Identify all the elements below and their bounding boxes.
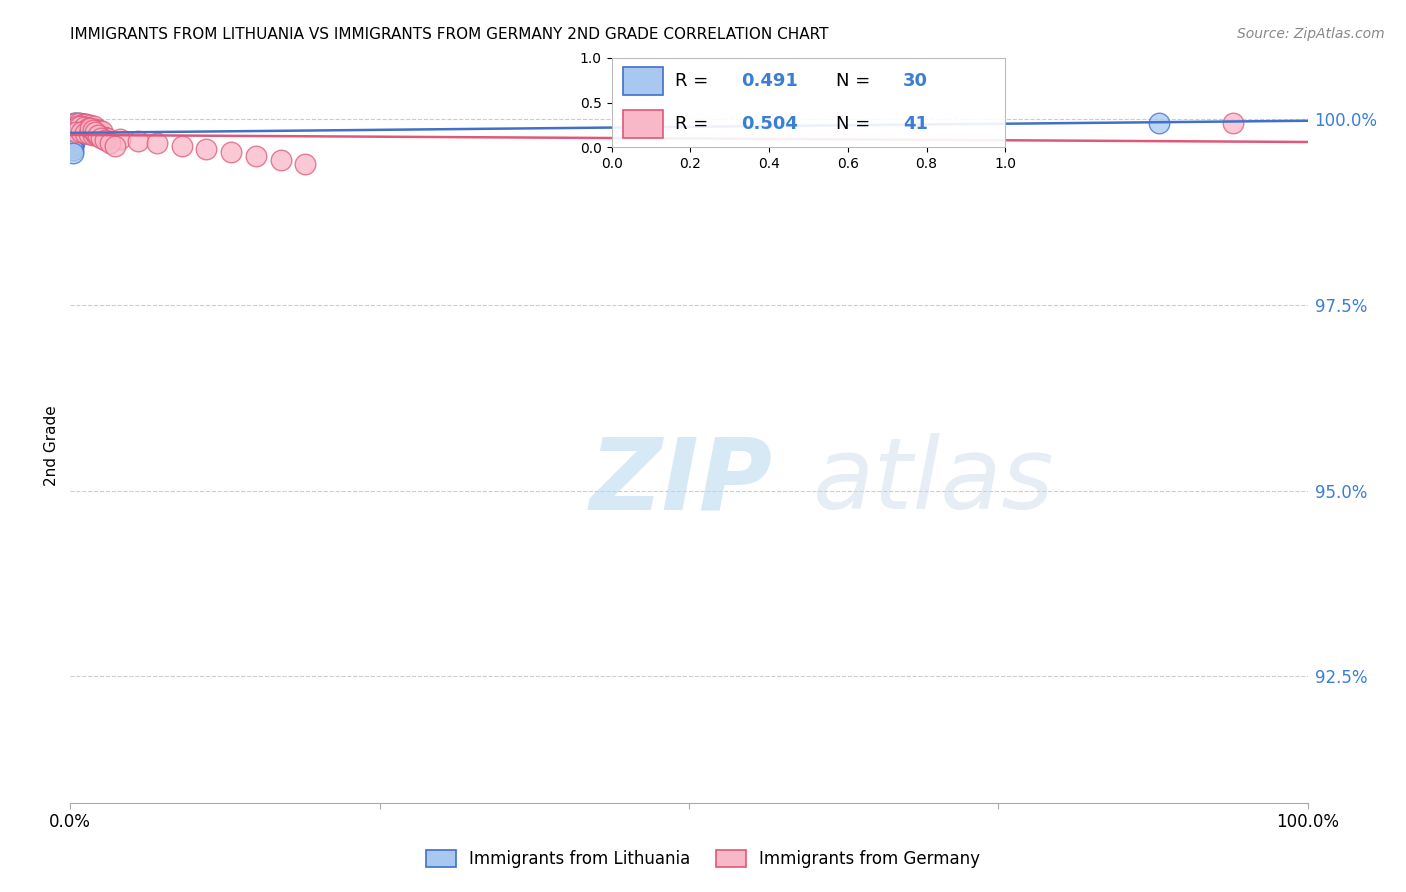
Point — [62, 146, 84, 161]
Point — [63, 115, 86, 129]
Point — [89, 128, 111, 143]
Point — [66, 122, 89, 136]
Point — [62, 133, 84, 147]
Point — [294, 156, 316, 170]
Point — [84, 125, 107, 139]
Point — [65, 119, 87, 133]
Point — [66, 120, 89, 134]
Point — [63, 126, 86, 140]
Y-axis label: 2nd Grade: 2nd Grade — [44, 406, 59, 486]
Point — [1147, 115, 1170, 129]
Point — [63, 128, 86, 143]
Point — [104, 139, 127, 153]
Point — [62, 127, 84, 141]
Legend: Immigrants from Lithuania, Immigrants from Germany: Immigrants from Lithuania, Immigrants fr… — [419, 843, 987, 875]
Text: N =: N = — [837, 72, 876, 90]
Point — [270, 153, 292, 167]
Bar — [623, 67, 662, 95]
Point — [127, 134, 149, 148]
Point — [75, 117, 97, 131]
Point — [65, 120, 87, 135]
Point — [63, 136, 86, 150]
Point — [73, 120, 96, 134]
Point — [83, 119, 105, 133]
Point — [84, 128, 107, 143]
Point — [195, 142, 218, 156]
Text: ZIP: ZIP — [591, 434, 773, 530]
Point — [75, 126, 97, 140]
Point — [72, 117, 94, 131]
Text: IMMIGRANTS FROM LITHUANIA VS IMMIGRANTS FROM GERMANY 2ND GRADE CORRELATION CHART: IMMIGRANTS FROM LITHUANIA VS IMMIGRANTS … — [70, 27, 828, 42]
Point — [65, 115, 87, 129]
Text: atlas: atlas — [813, 434, 1054, 530]
Point — [69, 117, 91, 131]
Text: 0.504: 0.504 — [741, 115, 799, 133]
Point — [94, 133, 117, 147]
Point — [62, 134, 84, 148]
Text: 41: 41 — [903, 115, 928, 133]
Point — [219, 145, 242, 160]
Bar — [623, 110, 662, 138]
Text: 30: 30 — [903, 72, 928, 90]
Point — [79, 118, 101, 132]
Text: R =: R = — [675, 115, 714, 133]
Point — [72, 117, 94, 131]
Text: Source: ZipAtlas.com: Source: ZipAtlas.com — [1237, 27, 1385, 41]
Point — [80, 121, 103, 136]
Point — [65, 115, 87, 129]
Point — [79, 120, 101, 135]
Text: N =: N = — [837, 115, 876, 133]
Text: 0.491: 0.491 — [741, 72, 799, 90]
Point — [65, 125, 87, 139]
Point — [77, 127, 100, 141]
Point — [62, 120, 84, 134]
Point — [75, 117, 97, 131]
Point — [63, 131, 86, 145]
Point — [65, 125, 87, 139]
Point — [82, 128, 104, 142]
Point — [87, 123, 110, 137]
Point — [65, 129, 87, 144]
Point — [65, 125, 87, 139]
Point — [60, 140, 83, 154]
Point — [245, 149, 267, 163]
Point — [67, 116, 90, 130]
Point — [98, 136, 121, 151]
Text: R =: R = — [675, 72, 714, 90]
Point — [82, 123, 104, 137]
Point — [146, 136, 169, 151]
Point — [69, 120, 91, 134]
Point — [62, 143, 84, 157]
Point — [67, 115, 90, 129]
Point — [67, 123, 90, 137]
Point — [70, 125, 93, 139]
Point — [63, 124, 86, 138]
Point — [84, 122, 107, 136]
Point — [86, 128, 108, 142]
Point — [66, 120, 89, 134]
Point — [65, 121, 87, 136]
Point — [63, 118, 86, 132]
Point — [96, 130, 118, 145]
Point — [62, 137, 84, 152]
Point — [170, 139, 193, 153]
Point — [90, 130, 112, 145]
Point — [76, 120, 98, 135]
Point — [91, 124, 114, 138]
Point — [93, 129, 115, 144]
Point — [1222, 116, 1244, 130]
Point — [108, 132, 131, 146]
